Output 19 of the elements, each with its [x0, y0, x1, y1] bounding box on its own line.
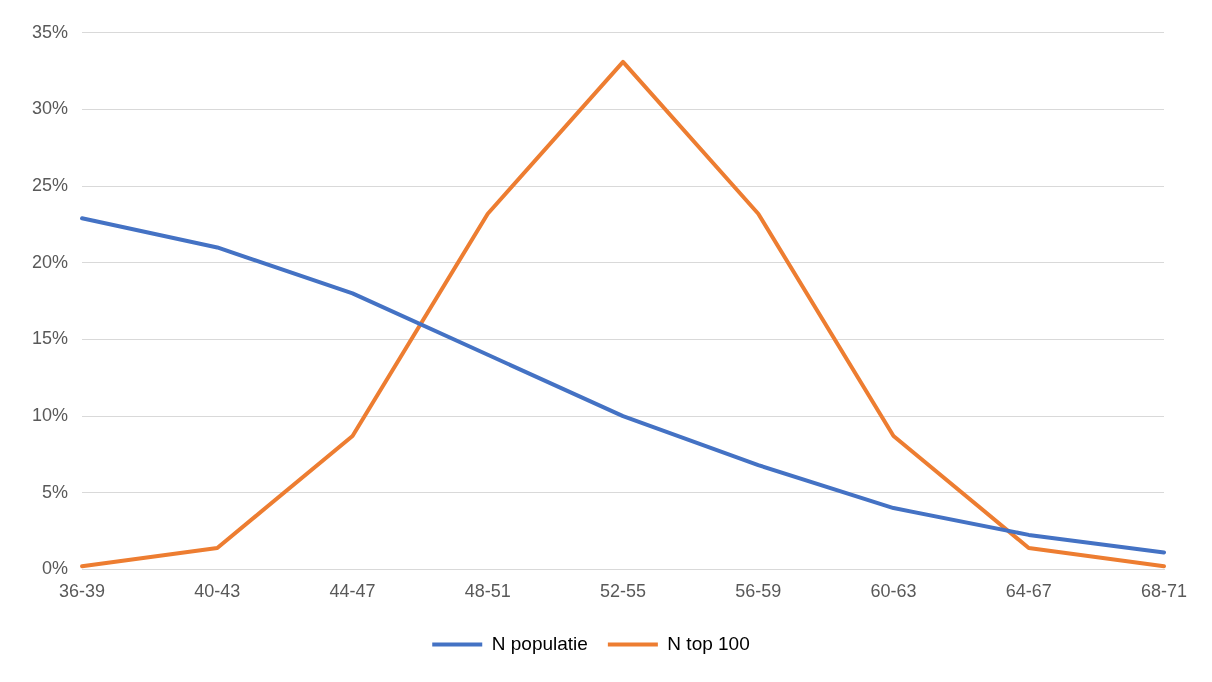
x-tick-label: 68-71 — [1140, 581, 1188, 602]
y-tick-label: 30% — [32, 98, 69, 119]
y-tick-label: 10% — [32, 405, 69, 426]
x-tick-label: 44-47 — [329, 581, 376, 602]
x-tick-label: 36-39 — [59, 581, 106, 602]
y-tick-label: 35% — [32, 21, 69, 42]
y-tick-label: 0% — [42, 558, 69, 579]
y-tick-label: 25% — [32, 175, 69, 196]
x-tick-label: 60-63 — [870, 581, 917, 602]
x-tick-label: 40-43 — [194, 581, 241, 602]
x-tick-label: 56-59 — [735, 581, 782, 602]
y-tick-label: 20% — [32, 251, 69, 272]
x-tick-label: 52-55 — [599, 581, 647, 602]
legend-label: N top 100 — [667, 632, 750, 654]
y-tick-label: 5% — [42, 481, 69, 502]
x-tick-label: 64-67 — [1005, 581, 1052, 602]
legend-label: N populatie — [491, 632, 588, 654]
y-tick-label: 15% — [32, 328, 69, 349]
x-tick-label: 48-51 — [464, 581, 511, 602]
